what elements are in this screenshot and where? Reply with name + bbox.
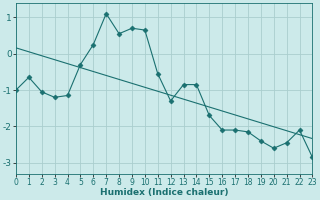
X-axis label: Humidex (Indice chaleur): Humidex (Indice chaleur) (100, 188, 228, 197)
